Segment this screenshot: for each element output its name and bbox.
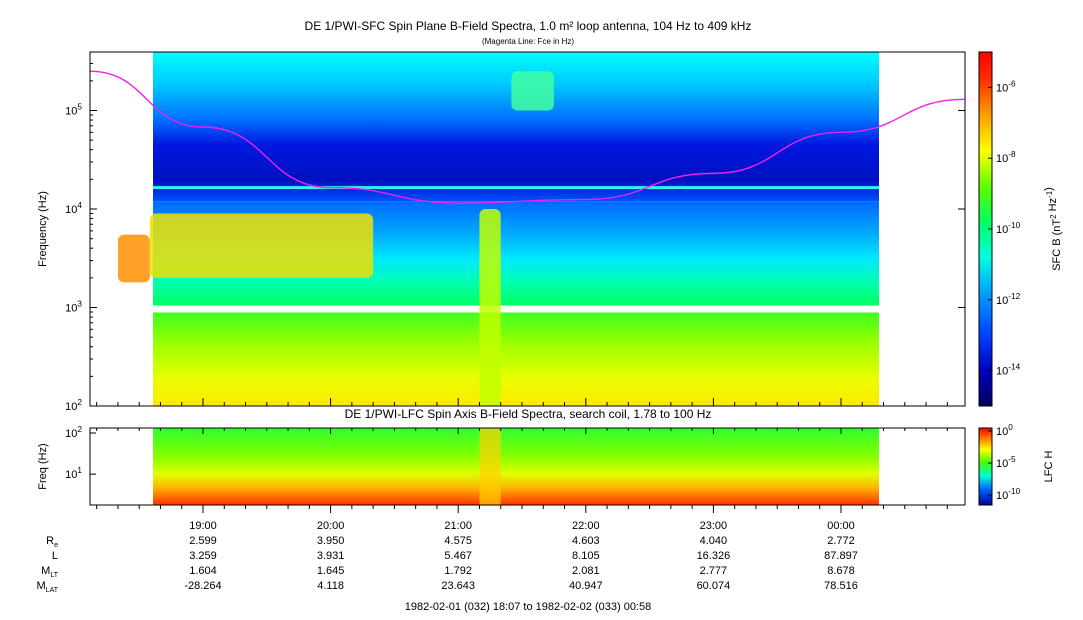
sfc-frame <box>89 51 966 407</box>
sfc-band-low <box>153 312 879 406</box>
sfc-ytick-label-3: 105 <box>65 103 82 118</box>
ephemeris-value: 1.792 <box>444 565 472 577</box>
sfc-ytick-label-1: 103 <box>65 300 82 315</box>
ephemeris-value: -28.264 <box>184 580 221 592</box>
lfc-spectrogram <box>153 428 879 505</box>
time-tick-label-1: 20:00 <box>317 520 345 532</box>
lfc-colorbar <box>978 427 993 506</box>
main-title: DE 1/PWI-SFC Spin Plane B-Field Spectra,… <box>305 19 752 33</box>
time-tick-label-5: 00:00 <box>827 520 855 532</box>
ephemeris-value: 3.931 <box>317 550 345 562</box>
time-range: 1982-02-01 (032) 18:07 to 1982-02-02 (03… <box>405 601 651 613</box>
lfc-cbar-tick-label-1: 10-5 <box>996 455 1016 470</box>
lfc-band <box>153 428 879 505</box>
time-axis: 19:00 20:00 21:00 22:00 23:00 00:00 <box>90 398 965 532</box>
time-tick-label-2: 21:00 <box>444 520 472 532</box>
sfc-cbar-tick-label-4: 10-14 <box>996 363 1021 378</box>
ephemeris-value: 78.516 <box>824 580 858 592</box>
fce-line <box>90 70 965 204</box>
sfc-cbar-tick-label-2: 10-10 <box>996 221 1021 236</box>
ephemeris-label-1: L <box>52 550 58 562</box>
ephemeris-value: 3.950 <box>317 535 345 547</box>
lower-title: DE 1/PWI-LFC Spin Axis B-Field Spectra, … <box>345 407 712 421</box>
sfc-y-label: Frequency (Hz) <box>37 191 49 267</box>
ephemeris-value: 4.575 <box>444 535 472 547</box>
ephemeris-value: 2.772 <box>827 535 855 547</box>
sfc-feature-1 <box>149 213 374 278</box>
time-tick-label-4: 23:00 <box>700 520 728 532</box>
ephemeris-value: 40.947 <box>569 580 603 592</box>
lfc-y-label: Freq (Hz) <box>37 443 49 489</box>
lfc-ytick-label-1: 102 <box>65 425 82 440</box>
sfc-cbar-tick-label-1: 10-8 <box>996 150 1016 165</box>
sfc-ytick-label-0: 102 <box>65 398 82 413</box>
ephemeris-value: 23.643 <box>441 580 475 592</box>
ephemeris-value: 4.603 <box>572 535 600 547</box>
sfc-ytick-label-2: 104 <box>65 201 82 216</box>
ephemeris-value: 5.467 <box>444 550 472 562</box>
fce-note: (Magenta Line: Fce in Hz) <box>482 37 574 46</box>
sfc-spectrogram <box>90 52 965 406</box>
ephemeris-value: 2.777 <box>700 565 728 577</box>
sfc-cyan-line <box>153 186 879 190</box>
ephemeris-value: 8.678 <box>827 565 855 577</box>
ephemeris-value: 16.326 <box>697 550 731 562</box>
ephemeris-value: 87.897 <box>824 550 858 562</box>
lfc-colorbar-ticks: 100 10-5 10-10 <box>988 423 1021 502</box>
ephemeris-value: 2.599 <box>189 535 217 547</box>
lfc-ytick-label-0: 101 <box>65 466 82 481</box>
ephemeris-value: 60.074 <box>697 580 731 592</box>
ephemeris-value: 4.118 <box>317 580 344 592</box>
sfc-feature-0 <box>117 234 150 283</box>
ephemeris-table: Re 2.599 3.950 4.575 4.603 4.040 2.772 L 3.259 3.… <box>37 535 858 594</box>
sfc-feature-3 <box>511 71 554 111</box>
lfc-cbar-tick-label-2: 10-10 <box>996 487 1021 502</box>
sfc-y-axis: 102 103 104 105 <box>65 63 965 413</box>
sfc-cbar-tick-label-3: 10-12 <box>996 292 1021 307</box>
ephemeris-value: 8.105 <box>572 550 600 562</box>
lfc-y-axis: 101 102 <box>65 425 96 481</box>
ephemeris-value: 1.645 <box>317 565 345 577</box>
lfc-burst <box>479 428 501 505</box>
lfc-cbar-tick-label-0: 100 <box>996 423 1013 438</box>
ephemeris-value: 3.259 <box>189 550 217 562</box>
time-tick-label-0: 19:00 <box>189 520 217 532</box>
ephemeris-label-3: MLAT <box>37 580 59 594</box>
lfc-colorbar-label: LFC H <box>1043 451 1055 483</box>
ephemeris-label-2: MLT <box>41 565 59 579</box>
sfc-feature-2 <box>479 209 501 406</box>
ephemeris-value: 2.081 <box>572 565 600 577</box>
ephemeris-value: 4.040 <box>700 535 728 547</box>
sfc-colorbar-label: SFC B (nT2 Hz-1) <box>1043 187 1063 271</box>
ephemeris-label-0: Re <box>46 535 58 549</box>
sfc-colorbar-ticks: 10-6 10-8 10-10 10-12 10-14 <box>988 79 1021 378</box>
sfc-cbar-tick-label-0: 10-6 <box>996 79 1016 94</box>
time-tick-label-3: 22:00 <box>572 520 600 532</box>
ephemeris-value: 1.604 <box>189 565 217 577</box>
